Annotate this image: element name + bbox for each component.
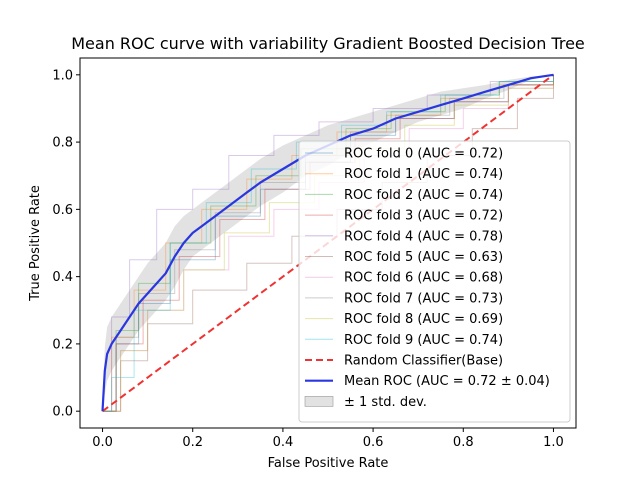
legend-box xyxy=(298,140,571,423)
mean-roc-line xyxy=(101,73,554,412)
legend-entry: ROC fold 3 (AUC = 0.72) xyxy=(305,209,503,224)
legend-entry: ROC fold 2 (AUC = 0.74) xyxy=(305,188,503,203)
legend-label: ROC fold 1 (AUC = 0.74) xyxy=(344,167,503,182)
legend-label: Random Classifier(Base) xyxy=(344,354,503,369)
legend: ROC fold 0 (AUC = 0.72) ROC fold 1 (AUC =… xyxy=(298,140,571,423)
roc-fold-9-line xyxy=(102,74,554,412)
legend-swatch xyxy=(304,396,334,407)
y-tick-label: 0.8 xyxy=(52,136,73,151)
x-tick-label: 0.4 xyxy=(273,435,294,450)
x-tick-label: 1.0 xyxy=(543,435,564,450)
legend-entry: ROC fold 0 (AUC = 0.72) xyxy=(305,147,503,162)
x-tick-label: 0.2 xyxy=(182,435,203,450)
legend-entry: ROC fold 6 (AUC = 0.68) xyxy=(305,271,503,286)
legend-entry: Mean ROC (AUC = 0.72 ± 0.04) xyxy=(305,374,550,389)
legend-label: ROC fold 8 (AUC = 0.69) xyxy=(344,312,503,327)
legend-entry: ROC fold 1 (AUC = 0.74) xyxy=(305,167,503,182)
y-axis-ticks: 0.0 0.2 0.4 0.6 0.8 1.0 xyxy=(52,68,80,420)
legend-label: ROC fold 5 (AUC = 0.63) xyxy=(344,250,503,265)
roc-fold-4-line xyxy=(102,74,554,412)
legend-entry: ± 1 std. dev. xyxy=(304,395,427,410)
legend-label: ROC fold 3 (AUC = 0.72) xyxy=(344,209,503,224)
legend-label: ROC fold 2 (AUC = 0.74) xyxy=(344,188,503,203)
mean-curve-layer xyxy=(101,73,554,412)
x-tick-label: 0.8 xyxy=(453,435,474,450)
y-tick-label: 0.0 xyxy=(52,405,73,420)
y-tick-label: 0.2 xyxy=(52,337,73,352)
legend-entry: ROC fold 4 (AUC = 0.78) xyxy=(305,229,503,244)
x-axis-label: False Positive Rate xyxy=(268,456,389,471)
chart-title: Mean ROC curve with variability Gradient… xyxy=(71,34,585,53)
plot-frame xyxy=(79,57,577,429)
x-tick-label: 0.6 xyxy=(363,435,384,450)
x-axis-ticks: 0.0 0.2 0.4 0.6 0.8 1.0 xyxy=(92,428,564,450)
y-axis-label: True Positive Rate xyxy=(28,185,43,302)
legend-entry: ROC fold 5 (AUC = 0.63) xyxy=(305,250,503,265)
legend-label: ROC fold 7 (AUC = 0.73) xyxy=(344,291,503,306)
legend-label: ROC fold 6 (AUC = 0.68) xyxy=(344,271,503,286)
x-tick-label: 0.0 xyxy=(92,435,113,450)
legend-label: ROC fold 4 (AUC = 0.78) xyxy=(344,229,503,244)
legend-entry: ROC fold 7 (AUC = 0.73) xyxy=(305,291,503,306)
legend-entry: ROC fold 8 (AUC = 0.69) xyxy=(305,312,503,327)
legend-label: ± 1 std. dev. xyxy=(344,395,427,410)
y-tick-label: 0.4 xyxy=(52,270,73,285)
y-tick-label: 1.0 xyxy=(52,68,73,83)
legend-entry: ROC fold 9 (AUC = 0.74) xyxy=(305,333,503,348)
legend-label: ROC fold 0 (AUC = 0.72) xyxy=(344,147,503,162)
legend-entry: Random Classifier(Base) xyxy=(305,354,503,369)
legend-label: Mean ROC (AUC = 0.72 ± 0.04) xyxy=(344,374,550,389)
legend-items: ROC fold 0 (AUC = 0.72) ROC fold 1 (AUC =… xyxy=(304,147,550,410)
y-tick-label: 0.6 xyxy=(52,203,73,218)
legend-label: ROC fold 9 (AUC = 0.74) xyxy=(344,333,503,348)
